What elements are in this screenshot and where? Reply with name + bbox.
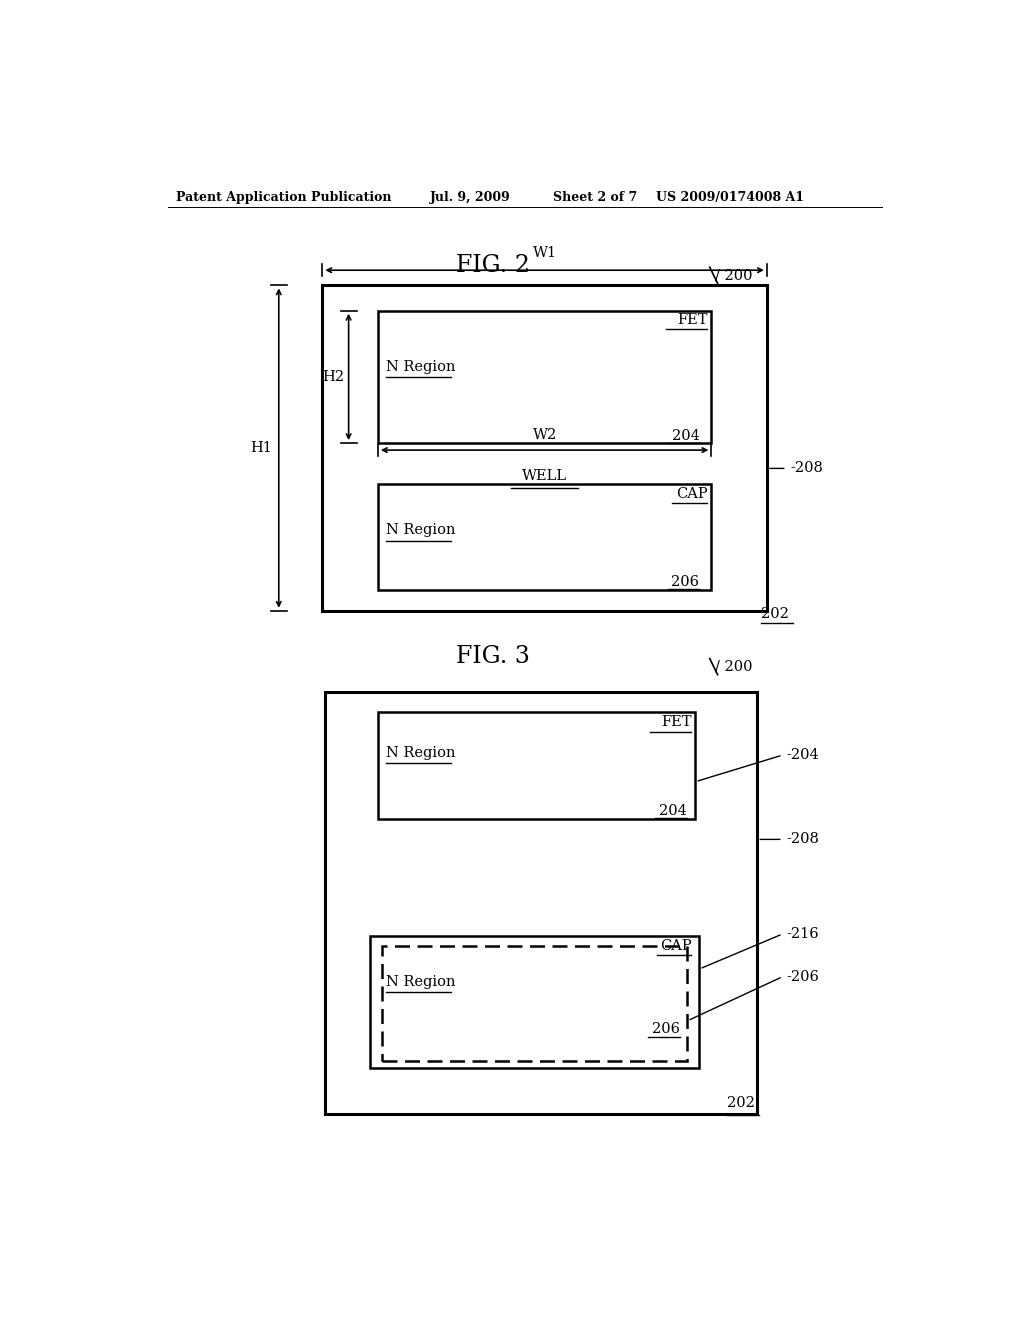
- Text: Sheet 2 of 7: Sheet 2 of 7: [553, 190, 637, 203]
- Text: H2: H2: [322, 370, 344, 384]
- Text: CAP: CAP: [659, 939, 691, 953]
- Text: CAP: CAP: [676, 487, 708, 500]
- Bar: [382, 946, 687, 1061]
- Text: N Region: N Region: [386, 974, 456, 989]
- Text: / 200: / 200: [715, 660, 753, 673]
- Text: N Region: N Region: [386, 524, 456, 537]
- Bar: [378, 312, 712, 444]
- Bar: [370, 936, 699, 1068]
- Text: FIG. 2: FIG. 2: [456, 253, 530, 277]
- Text: US 2009/0174008 A1: US 2009/0174008 A1: [655, 190, 804, 203]
- Text: -208: -208: [791, 462, 823, 475]
- Text: W1: W1: [532, 246, 557, 260]
- Bar: [378, 713, 695, 818]
- Text: 206: 206: [651, 1022, 680, 1036]
- Text: FIG. 3: FIG. 3: [456, 645, 530, 668]
- Text: -206: -206: [786, 970, 819, 983]
- Bar: [378, 483, 712, 590]
- Text: Jul. 9, 2009: Jul. 9, 2009: [430, 190, 510, 203]
- Text: 204: 204: [672, 429, 699, 442]
- Text: N Region: N Region: [386, 746, 456, 760]
- Text: -216: -216: [786, 927, 819, 941]
- Text: 204: 204: [658, 804, 687, 818]
- Text: 202: 202: [727, 1096, 755, 1110]
- Text: 202: 202: [761, 607, 790, 620]
- Text: FET: FET: [677, 313, 708, 327]
- Text: 206: 206: [672, 576, 699, 589]
- Text: / 200: / 200: [715, 268, 753, 282]
- Text: N Region: N Region: [386, 360, 456, 374]
- Text: FET: FET: [660, 715, 691, 730]
- Text: H1: H1: [251, 441, 272, 455]
- Text: -208: -208: [786, 833, 819, 846]
- Text: WELL: WELL: [522, 469, 567, 483]
- Bar: [325, 692, 758, 1114]
- Text: W2: W2: [532, 428, 557, 442]
- Text: Patent Application Publication: Patent Application Publication: [176, 190, 391, 203]
- Text: -204: -204: [786, 748, 819, 762]
- Bar: [323, 285, 767, 611]
